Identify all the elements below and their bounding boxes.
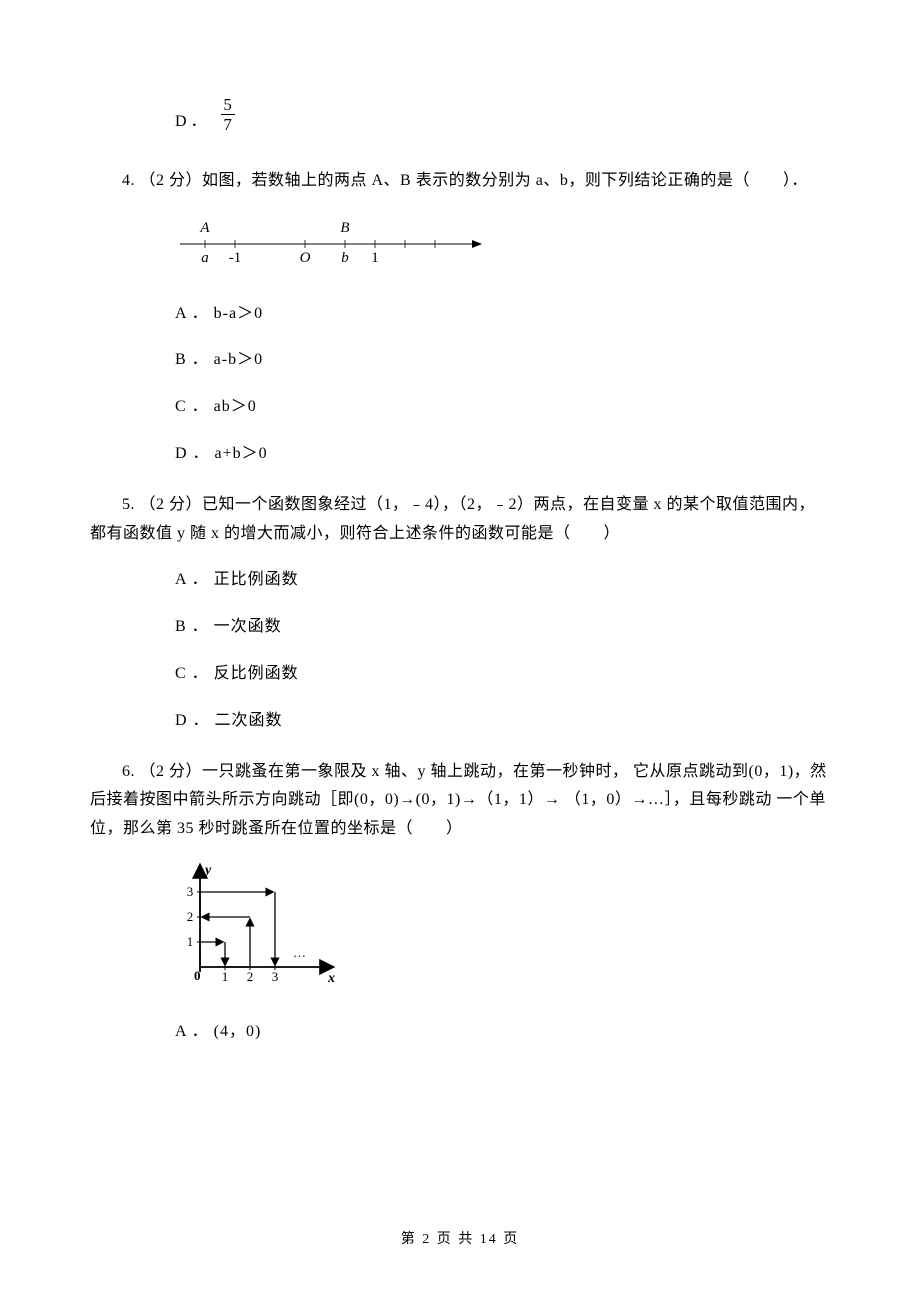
- option-d-fraction: D ． 5 7: [175, 100, 830, 137]
- grid-svg: 0 1 2 3 1 2 3 x y …: [175, 862, 345, 987]
- q4-option-b: B ． a-b＞0: [175, 346, 830, 375]
- label-B: B: [340, 220, 349, 236]
- number-line-diagram: A B a -1 O b 1: [175, 214, 830, 280]
- question-4-text: 4. （2 分）如图，若数轴上的两点 A、B 表示的数分别为 a、b，则下列结论…: [90, 167, 830, 196]
- ytick-2: 2: [187, 909, 194, 924]
- number-line-svg: A B a -1 O b 1: [175, 214, 495, 269]
- ytick-1: 1: [187, 934, 194, 949]
- numerator: 5: [221, 96, 234, 113]
- q5-option-d: D ． 二次函数: [175, 707, 830, 736]
- question-5-text: 5. （2 分）已知一个函数图象经过（1，﹣4），（2，﹣2）两点，在自变量 x…: [90, 491, 830, 549]
- y-axis-label: y: [203, 863, 212, 878]
- q5-option-c: C ． 反比例函数: [175, 660, 830, 689]
- label-O: O: [300, 250, 311, 266]
- label-A: A: [199, 220, 210, 236]
- label-neg1: -1: [229, 250, 242, 266]
- dots: …: [293, 945, 306, 960]
- question-6-text: 6. （2 分）一只跳蚤在第一象限及 x 轴、y 轴上跳动，在第一秒钟时， 它从…: [90, 758, 830, 844]
- xtick-1: 1: [222, 969, 229, 984]
- q5-option-b: B ． 一次函数: [175, 613, 830, 642]
- xtick-3: 3: [272, 969, 279, 984]
- label-a: a: [201, 250, 209, 266]
- q6-option-a: A ． (4，0): [175, 1018, 830, 1047]
- x-axis-label: x: [327, 971, 335, 986]
- ytick-3: 3: [187, 884, 194, 899]
- label-1: 1: [371, 250, 379, 266]
- page-footer: 第 2 页 共 14 页: [0, 1227, 920, 1252]
- denominator: 7: [221, 116, 234, 133]
- fraction: 5 7: [221, 96, 235, 133]
- origin-label: 0: [194, 968, 201, 983]
- label-b: b: [341, 250, 349, 266]
- xtick-2: 2: [247, 969, 254, 984]
- q4-option-d: D ． a+b＞0: [175, 440, 830, 469]
- q4-option-c: C ． ab＞0: [175, 393, 830, 422]
- option-label: D ．: [175, 108, 207, 137]
- coordinate-grid-diagram: 0 1 2 3 1 2 3 x y …: [175, 862, 830, 998]
- q4-option-a: A ． b-a＞0: [175, 300, 830, 329]
- q5-option-a: A ． 正比例函数: [175, 566, 830, 595]
